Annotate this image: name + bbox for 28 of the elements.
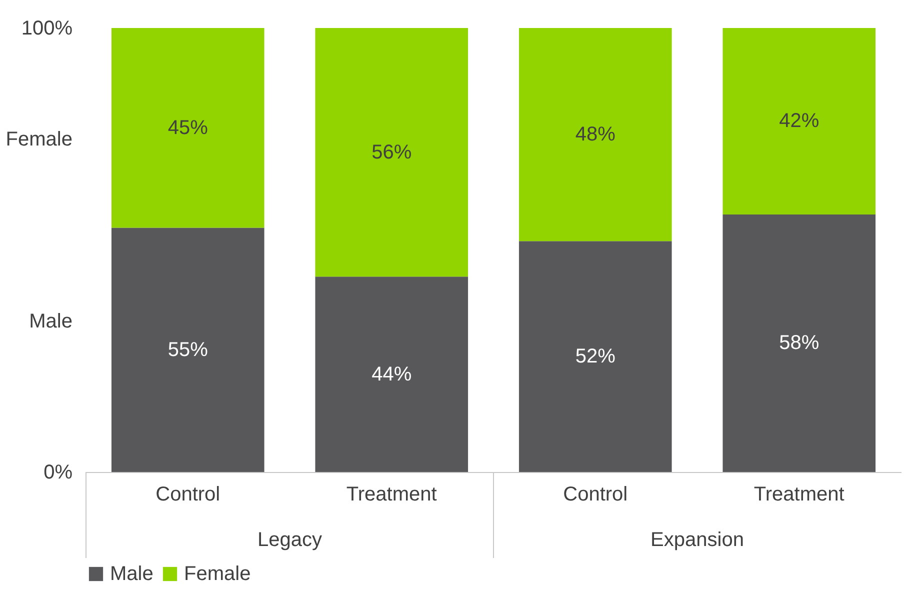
text: Legacy [258,529,322,551]
bar [518,28,672,242]
y-tick-label: Male [29,310,72,333]
y-tick-label: 100% [21,18,73,40]
data-label: 44% [372,363,412,386]
legend-label: Male [110,563,154,585]
bar [111,28,264,228]
data-label: 56% [372,141,412,164]
data-label: 48% [575,124,616,146]
bar [722,214,876,472]
x-tick-label: Treatment [346,484,438,506]
bar [315,28,468,277]
text: Expansion [650,529,744,551]
legend-label: Female [184,563,251,585]
x-tick-label: Control [156,484,220,506]
bar [111,228,264,472]
data-label: 52% [575,346,616,368]
data-label: 45% [168,116,208,139]
bar [518,241,672,472]
x-tick-label: Treatment [754,484,845,506]
y-tick-label: 0% [44,462,73,484]
y-tick-label: Female [6,128,72,150]
data-label: 58% [779,332,820,354]
data-label: 42% [779,110,820,132]
data-label: 55% [168,338,208,361]
bar [315,276,468,472]
x-tick-label: Control [563,484,628,506]
bar [722,28,876,214]
